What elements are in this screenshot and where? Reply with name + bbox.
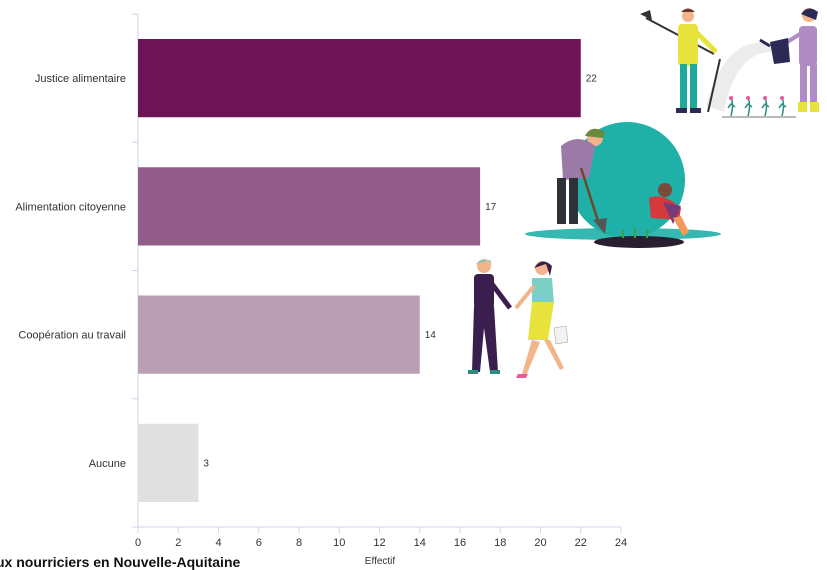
x-axis-title: Effectif — [365, 556, 396, 567]
footer-title-fragment: ux nourriciers en Nouvelle-Aquitaine — [0, 554, 241, 570]
x-tick-label: 10 — [333, 537, 345, 549]
x-tick-label: 22 — [575, 537, 587, 549]
x-tick-label: 14 — [414, 537, 426, 549]
x-tick-label: 16 — [454, 537, 466, 549]
data-label: 22 — [586, 74, 598, 85]
gardeners-watering-illustration — [640, 8, 819, 118]
x-tick-label: 8 — [296, 537, 302, 549]
data-label: 17 — [485, 202, 497, 213]
x-tick-label: 24 — [615, 537, 627, 549]
bar[interactable] — [138, 295, 420, 374]
people-handshake-illustration — [468, 259, 569, 378]
x-tick-label: 2 — [175, 537, 181, 549]
x-tick-label: 4 — [215, 537, 221, 549]
data-label: 14 — [425, 330, 437, 341]
bar[interactable] — [138, 167, 481, 246]
bar[interactable] — [138, 39, 581, 118]
gardeners-planting-illustration — [525, 122, 721, 248]
category-label: Aucune — [89, 458, 126, 470]
bar[interactable] — [138, 423, 199, 502]
x-tick-label: 6 — [256, 537, 262, 549]
x-tick-label: 18 — [494, 537, 506, 549]
category-label: Coopération au travail — [18, 330, 126, 342]
x-tick-label: 12 — [373, 537, 385, 549]
category-label: Alimentation citoyenne — [15, 201, 126, 213]
data-label: 3 — [203, 458, 209, 469]
x-tick-label: 0 — [135, 537, 141, 549]
x-tick-label: 20 — [534, 537, 546, 549]
category-label: Justice alimentaire — [35, 73, 126, 85]
